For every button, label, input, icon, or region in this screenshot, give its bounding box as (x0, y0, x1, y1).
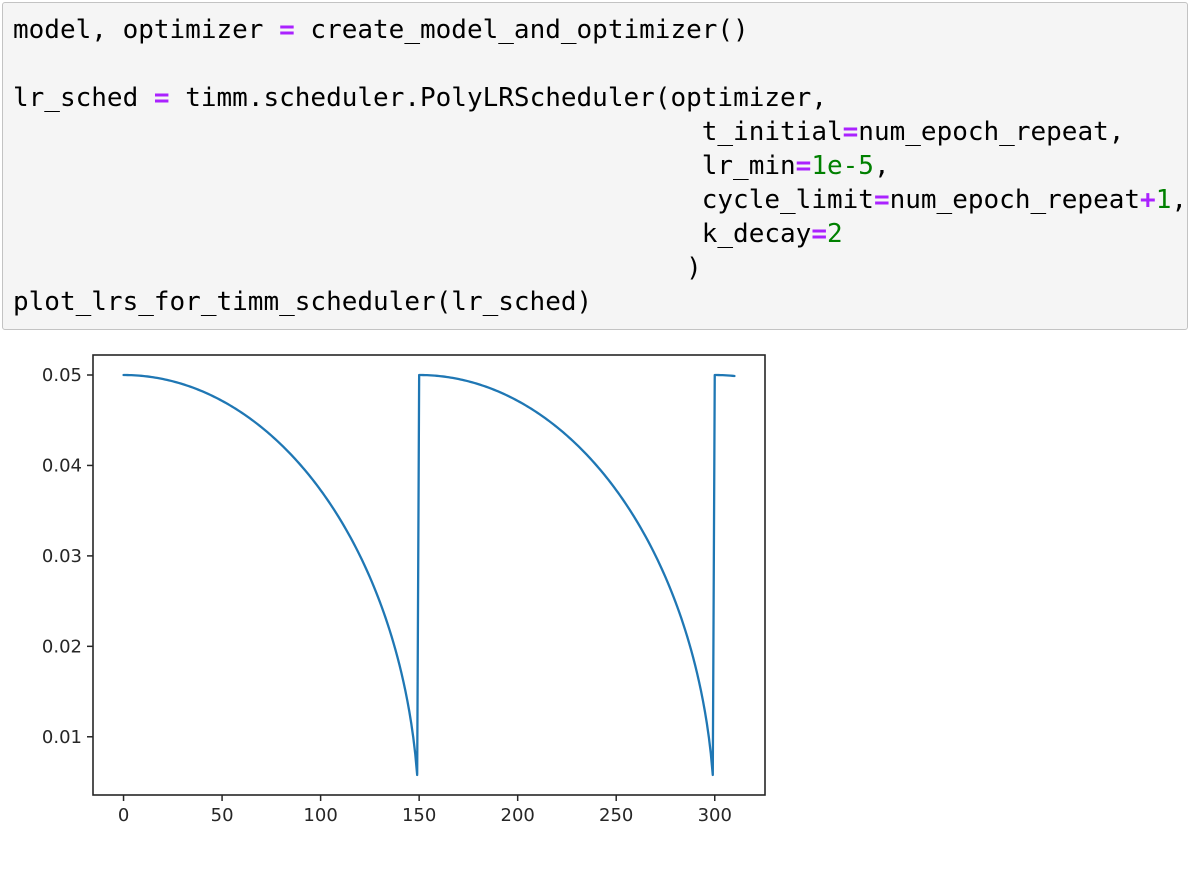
code-token: k_decay (13, 219, 812, 249)
code-token: , (1171, 185, 1188, 215)
code-line: lr_sched = timm.scheduler.PolyLRSchedule… (13, 81, 1187, 115)
code-token: model, optimizer (13, 15, 280, 45)
code-token-num: 2 (826, 219, 843, 249)
code-token: cycle_limit (13, 185, 874, 215)
figure-background (0, 335, 800, 845)
code-token: lr_sched (13, 83, 154, 113)
code-editor[interactable]: model, optimizer = create_model_and_opti… (13, 13, 1187, 319)
code-token-op: = (153, 83, 170, 113)
code-token: ) (13, 253, 702, 283)
x-axis-ticks: 0 50 100 150 200 250 300 (118, 795, 732, 826)
code-line: ) (13, 251, 1187, 285)
x-tick-label: 300 (698, 805, 732, 826)
code-token-op: + (1140, 185, 1156, 215)
y-axis-ticks: 0.01 0.02 0.03 0.04 0.05 (42, 365, 93, 748)
code-token: num_epoch_repeat, (858, 117, 1125, 147)
y-tick-label: 0.05 (42, 365, 82, 386)
code-token: num_epoch_repeat (889, 185, 1141, 215)
code-line (13, 47, 1187, 81)
code-token: , (873, 151, 890, 181)
code-line: plot_lrs_for_timm_scheduler(lr_sched) (13, 285, 1187, 319)
code-line: cycle_limit=num_epoch_repeat+1, (13, 183, 1187, 217)
code-token-num: 1e-5 (811, 151, 874, 181)
code-line: k_decay=2 (13, 217, 1187, 251)
x-tick-label: 150 (402, 805, 436, 826)
x-tick-label: 250 (599, 805, 633, 826)
y-tick-label: 0.03 (42, 546, 82, 567)
code-token: lr_min (13, 151, 796, 181)
x-tick-label: 0 (118, 805, 129, 826)
cell-output-area: 0.01 0.02 0.03 0.04 0.05 0 50 100 150 200 250 300 (0, 335, 800, 849)
code-token-op: = (873, 185, 890, 215)
code-token-op: = (842, 117, 859, 147)
code-token-num: 1 (1155, 185, 1172, 215)
code-token: timm.scheduler.PolyLRScheduler(optimizer… (169, 83, 827, 113)
y-tick-label: 0.01 (42, 727, 82, 748)
code-token-op: = (795, 151, 812, 181)
lr-curve (122, 373, 736, 777)
code-line: model, optimizer = create_model_and_opti… (13, 13, 1187, 47)
x-tick-label: 200 (501, 805, 535, 826)
code-line: lr_min=1e-5, (13, 149, 1187, 183)
x-tick-label: 100 (303, 805, 337, 826)
lr-schedule-plot: 0.01 0.02 0.03 0.04 0.05 0 50 100 150 200 250 300 (0, 335, 800, 845)
y-tick-label: 0.04 (42, 455, 82, 476)
code-token-op: = (279, 15, 295, 45)
code-line: t_initial=num_epoch_repeat, (13, 115, 1187, 149)
code-token: t_initial (13, 117, 843, 147)
x-tick-label: 50 (211, 805, 234, 826)
code-token: plot_lrs_for_timm_scheduler(lr_sched) (13, 287, 593, 317)
code-cell-input[interactable]: model, optimizer = create_model_and_opti… (2, 2, 1188, 330)
axes-frame (92, 354, 766, 796)
code-token: create_model_and_optimizer() (294, 15, 749, 45)
y-tick-label: 0.02 (42, 636, 82, 657)
code-token-op: = (811, 219, 827, 249)
